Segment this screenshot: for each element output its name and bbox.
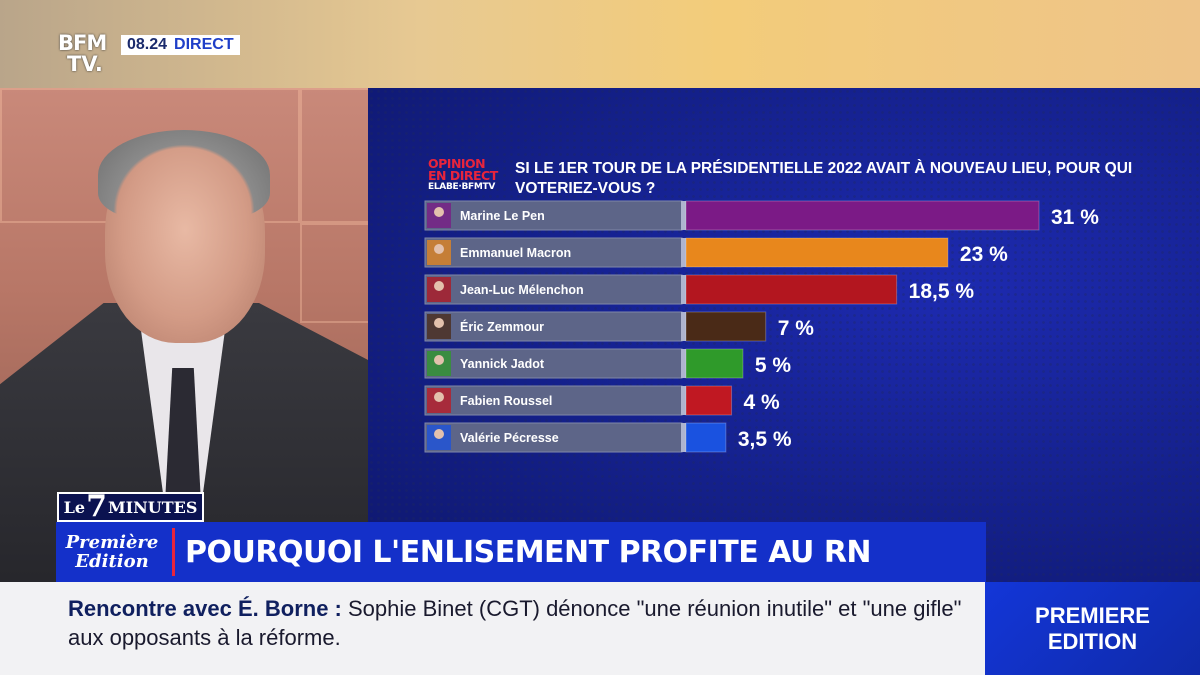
value-label: 31 % (1051, 206, 1099, 229)
news-ticker: Rencontre avec É. Borne : Sophie Binet (… (0, 582, 985, 675)
live-label: DIRECT (174, 36, 234, 53)
show-logo: Le 7 MINUTES (57, 492, 204, 522)
bar-separator (681, 349, 686, 378)
bar-separator (681, 423, 686, 452)
edition-line2: Edition (75, 551, 149, 572)
bar-row: Marine Le Pen 31 % (424, 200, 1099, 231)
bar-separator (681, 386, 686, 415)
bar (685, 385, 733, 416)
poll-question: SI LE 1ER TOUR DE LA PRÉSIDENTIELLE 2022… (515, 160, 1133, 197)
value-label: 18,5 % (909, 280, 975, 303)
badge-line2: EN DIRECT (428, 168, 498, 183)
corner-badge-line1: PREMIERE (1035, 602, 1150, 628)
time-live-box: 08.24 DIRECT (121, 35, 240, 55)
logo-bottom-text: TV. (67, 52, 103, 76)
value-label: 5 % (755, 354, 792, 377)
candidate-photo-face (434, 355, 444, 365)
candidate-label-bg (424, 311, 683, 342)
bar (685, 348, 744, 379)
person-hair (98, 130, 270, 220)
logo-top-text: BFM (58, 31, 107, 55)
show-name-number: 7 (86, 489, 107, 524)
candidate-name: Jean-Luc Mélenchon (460, 283, 584, 297)
candidate-name: Fabien Roussel (460, 394, 552, 408)
show-name-minutes: MINUTES (107, 497, 198, 517)
clock-time: 08.24 (127, 36, 168, 53)
edition-line1: Première (65, 532, 159, 553)
ticker-lead: Rencontre avec É. Borne : (68, 596, 342, 621)
headline-separator (172, 528, 175, 576)
candidate-name: Valérie Pécresse (460, 431, 559, 445)
headline-text: POURQUOI L'ENLISEMENT PROFITE AU RN (185, 534, 872, 570)
value-label: 7 % (778, 317, 815, 340)
channel-logo: BFM TV. (58, 33, 118, 85)
bar-separator (681, 238, 686, 267)
ticker-body: Sophie Binet (CGT) dénonce "une réunion … (68, 596, 962, 650)
badge-line1: OPINION (428, 156, 486, 171)
candidate-photo-face (434, 244, 444, 254)
headline-bar: Première Edition POURQUOI L'ENLISEMENT P… (56, 522, 986, 582)
candidate-photo-face (434, 207, 444, 217)
candidate-label-bg (424, 274, 683, 305)
bar-row: Jean-Luc Mélenchon 18,5 % (424, 274, 975, 305)
opinion-badge: OPINION EN DIRECT ELABE·BFMTV (428, 156, 504, 198)
candidate-name: Emmanuel Macron (460, 246, 571, 260)
ticker-text: Rencontre avec É. Borne : Sophie Binet (… (68, 594, 968, 652)
bar (685, 200, 1040, 231)
value-label: 3,5 % (738, 428, 792, 451)
candidate-photo-face (434, 281, 444, 291)
bar (685, 311, 767, 342)
candidate-name: Éric Zemmour (460, 319, 544, 334)
candidate-photo-face (434, 318, 444, 328)
bar-row: Fabien Roussel 4 % (424, 385, 781, 416)
candidate-label-bg (424, 422, 683, 453)
value-label: 23 % (960, 243, 1008, 266)
bar-separator (681, 201, 686, 230)
candidate-label-bg (424, 237, 683, 268)
bar-row: Éric Zemmour 7 % (424, 311, 815, 342)
value-label: 4 % (744, 391, 781, 414)
edition-badge: Première Edition (56, 522, 168, 582)
bar-row: Valérie Pécresse 3,5 % (424, 422, 792, 453)
candidate-photo-face (434, 429, 444, 439)
bar-row: Emmanuel Macron 23 % (424, 237, 1008, 268)
bar-separator (681, 275, 686, 304)
show-name-le: Le (63, 497, 86, 517)
candidate-name: Marine Le Pen (460, 209, 545, 223)
bar-row: Yannick Jadot 5 % (424, 348, 792, 379)
bar-separator (681, 312, 686, 341)
candidate-photo-face (434, 392, 444, 402)
bar (685, 237, 949, 268)
corner-badge-line2: EDITION (1047, 628, 1138, 654)
candidate-label-bg (424, 348, 683, 379)
badge-line3: ELABE·BFMTV (428, 182, 496, 192)
candidate-label-bg (424, 385, 683, 416)
bar (685, 274, 898, 305)
candidate-label-bg (424, 200, 683, 231)
bar (685, 422, 727, 453)
candidate-name: Yannick Jadot (460, 357, 545, 371)
corner-edition-badge: PREMIERE EDITION (985, 582, 1200, 675)
